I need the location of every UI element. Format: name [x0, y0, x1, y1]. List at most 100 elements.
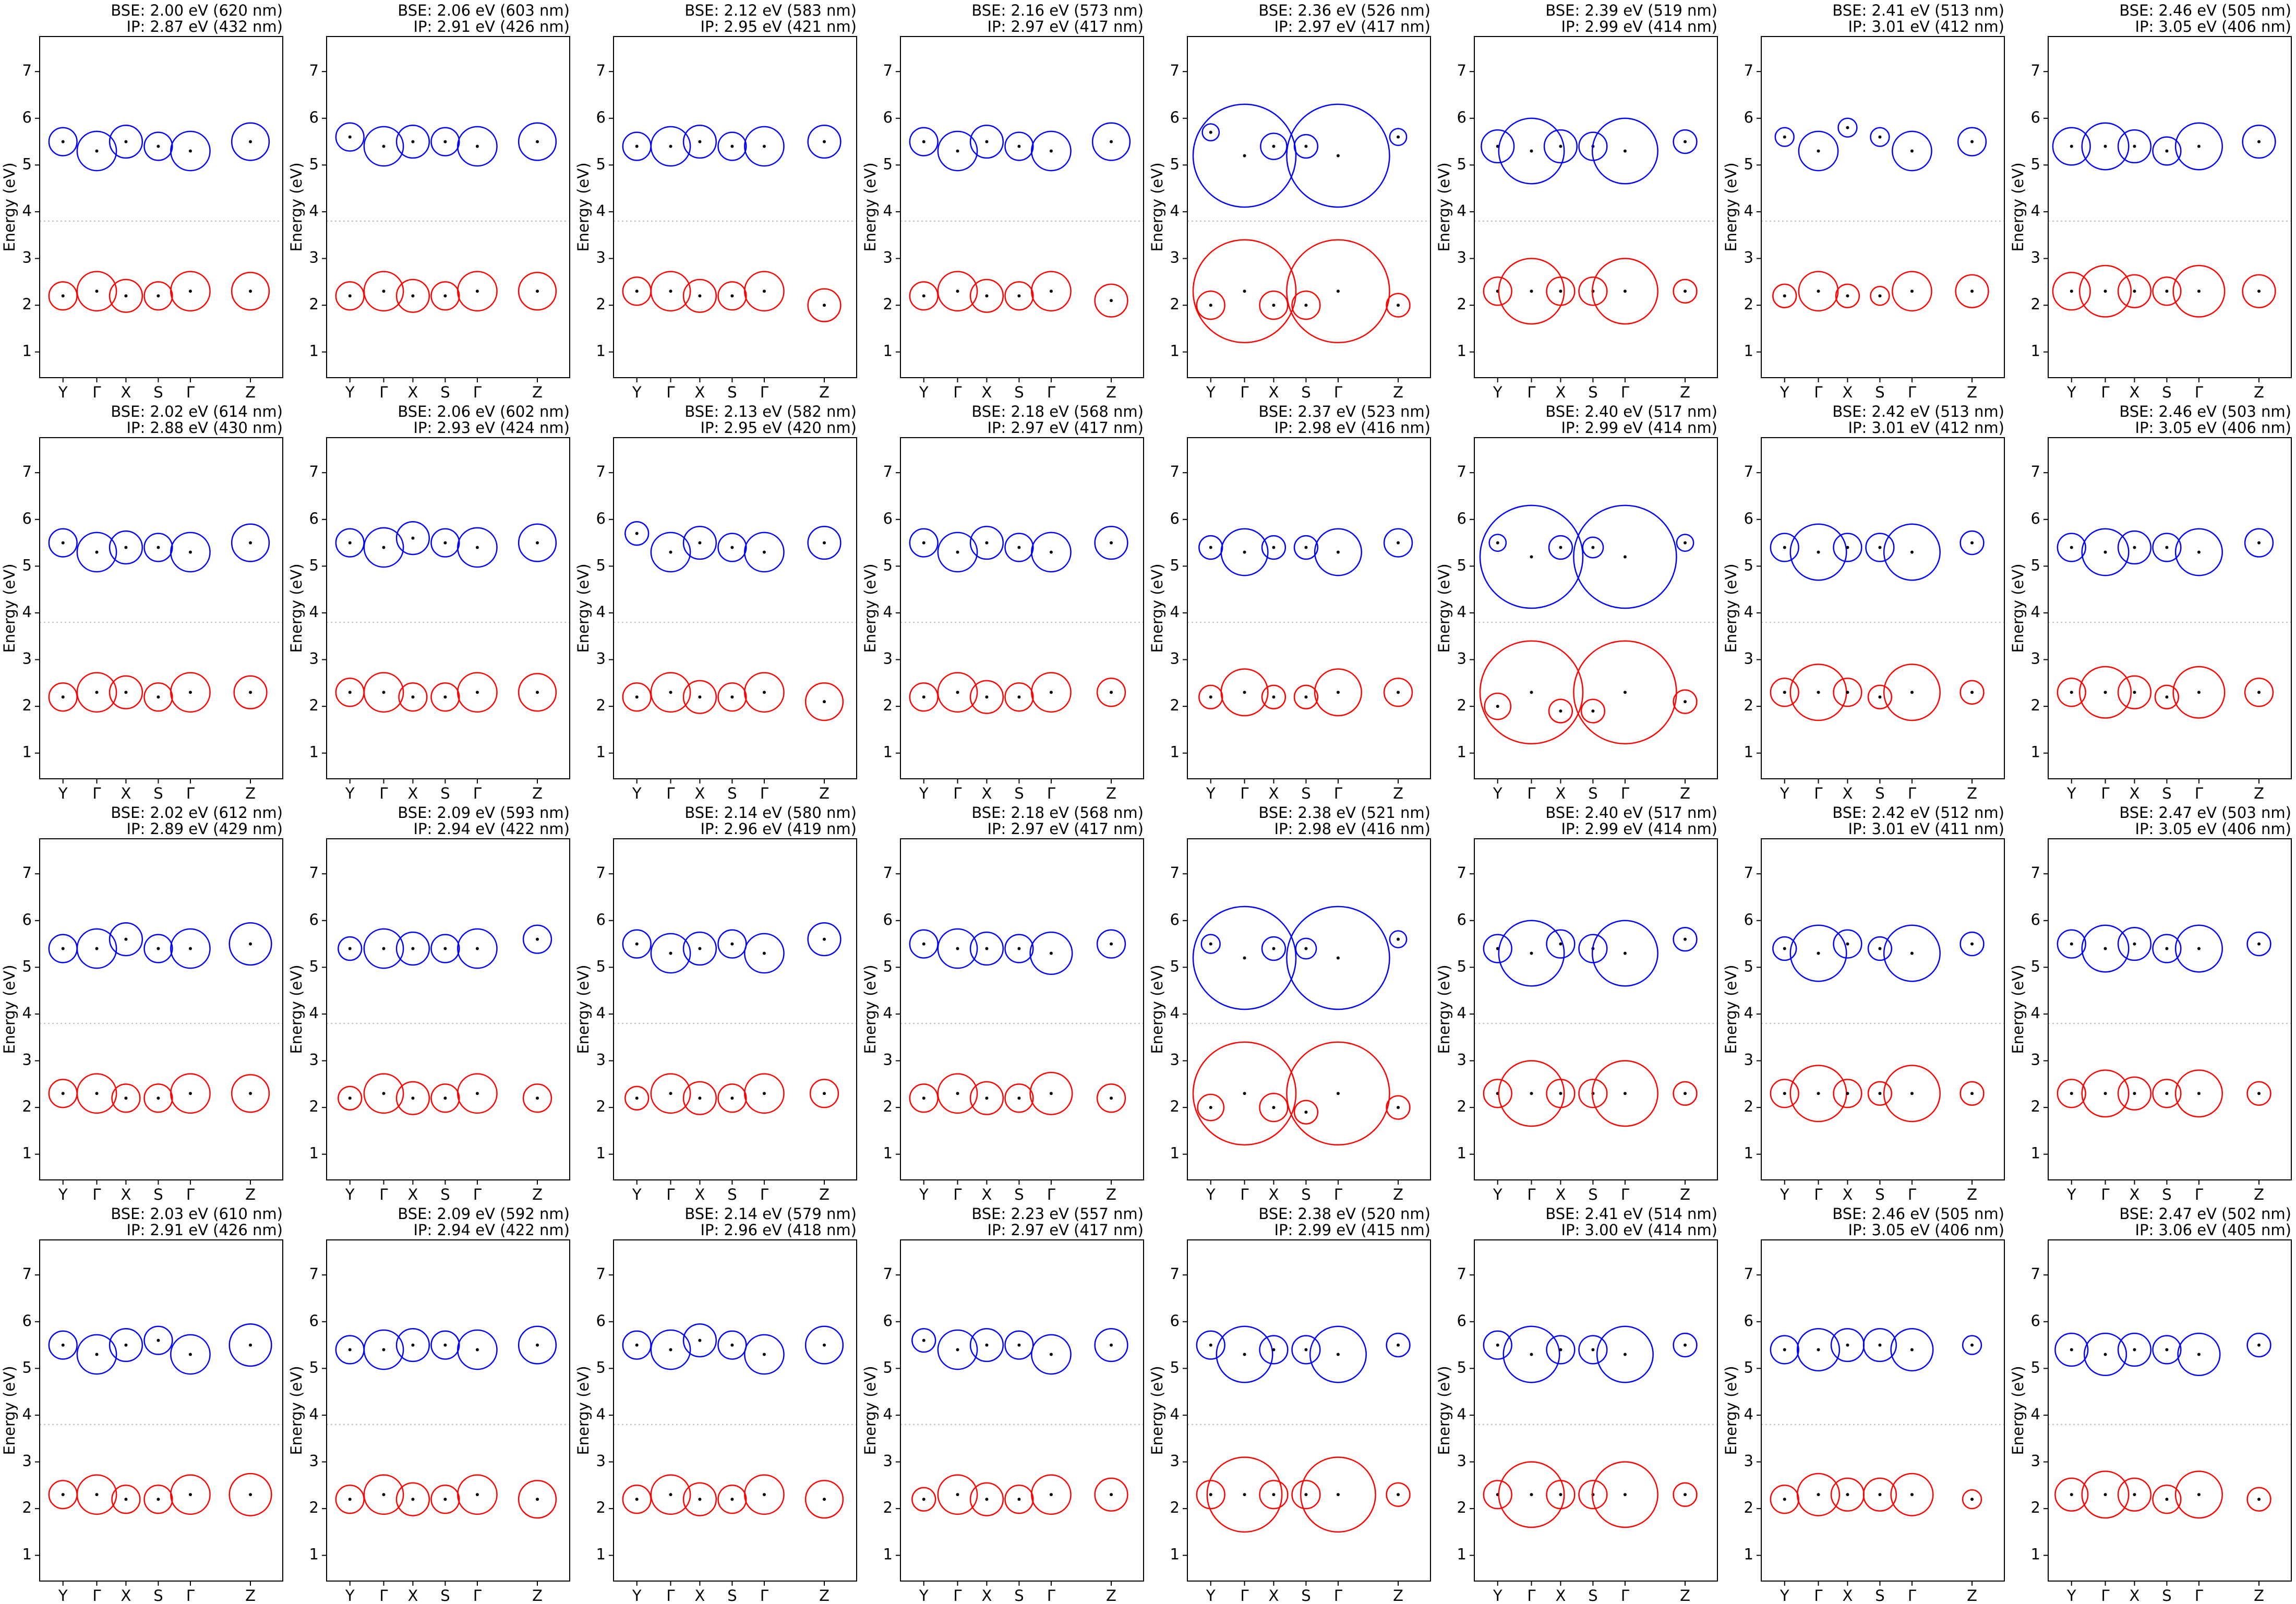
y-tick-label: 2 [596, 696, 606, 714]
y-tick-label: 4 [883, 603, 893, 621]
x-tick-label: S [1588, 1587, 1597, 1604]
exciton-center [348, 294, 352, 298]
exciton-center [1272, 947, 1276, 950]
exciton-center [1336, 956, 1340, 960]
y-tick-label: 7 [309, 864, 319, 882]
y-tick-label: 1 [596, 1144, 606, 1162]
exciton-center [1336, 691, 1340, 694]
y-axis-label: Energy (eV) [1148, 964, 1166, 1054]
exciton-circle [717, 1330, 747, 1360]
exciton-center [124, 1096, 128, 1100]
y-tick-label: 5 [883, 1358, 893, 1376]
exciton-circle [1096, 678, 1126, 707]
chart-title: BSE: 2.18 eV (568 nm) [971, 804, 1144, 822]
exciton-center [1559, 942, 1562, 946]
exciton-circle [1261, 936, 1287, 961]
exciton-circle [363, 1474, 404, 1515]
exciton-circle [1890, 1473, 1934, 1516]
exciton-center [762, 951, 766, 955]
exciton-center [1559, 290, 1562, 293]
x-tick-label: Γ [1334, 1587, 1342, 1604]
exciton-center [1304, 546, 1308, 549]
exciton-circle [430, 1330, 460, 1360]
chart-subtitle: IP: 3.01 eV (412 nm) [1848, 18, 2004, 35]
exciton-center [443, 1343, 447, 1347]
y-axis-label: Energy (eV) [1, 162, 18, 251]
exciton-center [2103, 1353, 2107, 1356]
exciton-circle [1261, 535, 1287, 560]
subplot: BSE: 2.09 eV (593 nm)IP: 2.94 eV (422 nm… [287, 804, 570, 1203]
exciton-circle [2117, 1332, 2152, 1367]
exciton-center [823, 541, 826, 545]
y-tick-label: 7 [2031, 62, 2040, 79]
exciton-center [188, 1353, 192, 1356]
chart-subtitle: IP: 2.99 eV (415 nm) [1274, 1221, 1431, 1239]
y-tick-label: 4 [309, 1405, 319, 1423]
exciton-circle [1386, 1095, 1411, 1120]
exciton-center [2165, 546, 2169, 549]
axes-frame [900, 36, 1144, 378]
x-tick-label: X [1842, 1186, 1853, 1203]
y-tick-label: 5 [2031, 155, 2040, 173]
marks [48, 1323, 272, 1516]
y-tick-label: 4 [596, 603, 606, 621]
subplot: BSE: 2.14 eV (580 nm)IP: 2.96 eV (419 nm… [574, 804, 857, 1203]
y-tick-label: 3 [22, 1452, 32, 1470]
y-tick-label: 6 [2031, 108, 2040, 126]
exciton-center [1817, 290, 1820, 293]
exciton-circle [395, 521, 430, 556]
x-tick-label: X [2129, 383, 2139, 401]
y-axis-label: Energy (eV) [861, 964, 879, 1054]
exciton-center [1017, 695, 1021, 699]
chart-title: BSE: 2.46 eV (505 nm) [2119, 2, 2291, 19]
x-tick-label: Γ [1621, 1186, 1629, 1203]
subplot: BSE: 2.00 eV (620 nm)IP: 2.87 eV (432 nm… [1, 2, 283, 401]
exciton-circle [1192, 906, 1297, 1010]
exciton-circle [1004, 533, 1034, 562]
y-tick-label: 4 [2031, 1405, 2040, 1423]
chart-title: BSE: 2.36 eV (526 nm) [1258, 2, 1431, 19]
exciton-circle [363, 1329, 404, 1370]
exciton-circle [809, 1079, 839, 1108]
exciton-circle [2174, 122, 2223, 171]
exciton-circle [231, 122, 270, 161]
exciton-circle [1091, 122, 1131, 161]
y-axis-label: Energy (eV) [1435, 964, 1453, 1054]
chart-subtitle: IP: 2.99 eV (414 nm) [1561, 820, 1717, 838]
exciton-circle [650, 1474, 691, 1515]
exciton-circle [1004, 682, 1034, 712]
x-tick-label: Γ [186, 785, 195, 802]
exciton-circle [2057, 1079, 2086, 1108]
exciton-circle [969, 1482, 1004, 1516]
exciton-circle [937, 672, 978, 713]
exciton-center [2257, 541, 2261, 545]
exciton-center [443, 294, 447, 298]
exciton-circle [1673, 1482, 1698, 1507]
exciton-center [2165, 290, 2169, 293]
exciton-circle [457, 1329, 498, 1370]
x-tick-label: Z [1106, 1186, 1116, 1203]
y-tick-label: 3 [596, 1051, 606, 1069]
y-tick-label: 6 [1170, 108, 1180, 126]
x-tick-label: Y [1493, 1186, 1502, 1203]
chart-title: BSE: 2.06 eV (602 nm) [398, 403, 570, 420]
chart-subtitle: IP: 2.95 eV (420 nm) [700, 419, 857, 437]
exciton-center [188, 149, 192, 153]
exciton-circle [2246, 1487, 2271, 1512]
x-tick-label: S [727, 1186, 737, 1203]
exciton-circle [804, 1325, 844, 1365]
exciton-center [1783, 947, 1786, 950]
y-tick-label: 5 [2031, 1358, 2040, 1376]
y-tick-label: 5 [1457, 957, 1466, 975]
exciton-circle [1196, 1480, 1225, 1510]
exciton-circle [109, 675, 143, 709]
exciton-center [124, 937, 128, 941]
exciton-center [985, 947, 989, 950]
y-tick-label: 5 [309, 957, 319, 975]
marks [909, 122, 1131, 318]
exciton-center [635, 144, 639, 148]
exciton-circle [937, 1329, 978, 1370]
exciton-circle [2152, 934, 2182, 963]
y-axis-label: Energy (eV) [574, 1366, 592, 1455]
x-tick-label: Γ [1047, 785, 1055, 802]
